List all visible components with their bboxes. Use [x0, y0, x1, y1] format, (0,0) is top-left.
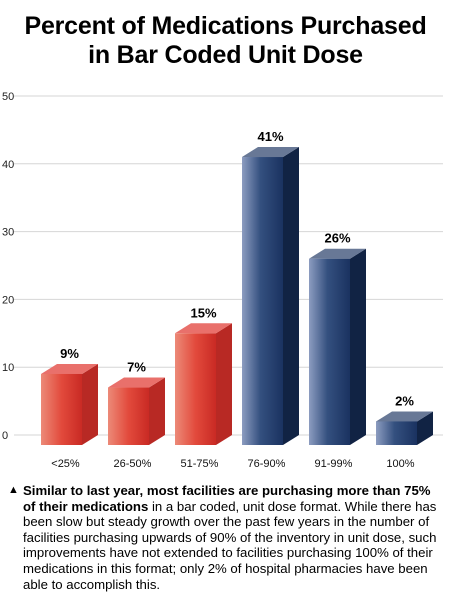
bar-top — [309, 248, 366, 259]
bar — [242, 147, 299, 445]
bar-top — [108, 377, 165, 388]
caption-body-text: in a bar coded, unit dose format. While … — [23, 498, 437, 592]
x-tick-label: 76-90% — [248, 458, 286, 470]
chart-title: Percent of Medications Purchased in Bar … — [0, 12, 451, 70]
bar — [175, 323, 232, 445]
bar-front — [108, 387, 149, 445]
bar-side — [149, 377, 165, 445]
y-tick-label: 40 — [2, 159, 14, 171]
y-axis-ticks: 0 10 20 30 40 50 — [2, 91, 14, 442]
x-tick-label: 26-50% — [114, 458, 152, 470]
bar-front — [175, 333, 216, 445]
bar-side — [216, 323, 232, 445]
bar-side — [82, 363, 98, 445]
bar-top — [41, 363, 98, 374]
bar-front — [242, 157, 283, 445]
bar-front — [376, 421, 417, 445]
value-label: 9% — [60, 346, 79, 361]
bar — [41, 363, 98, 445]
y-tick-label: 10 — [2, 362, 14, 374]
bar-top — [175, 323, 232, 334]
bar-top — [376, 411, 433, 422]
bar-front — [41, 373, 82, 445]
y-tick-label: 50 — [2, 91, 14, 103]
x-tick-label: 100% — [386, 458, 414, 470]
value-label: 2% — [395, 393, 414, 408]
x-tick-label: <25% — [51, 458, 80, 470]
bar — [376, 411, 433, 445]
chart-title-line-2: in Bar Coded Unit Dose — [88, 41, 363, 69]
value-label: 15% — [190, 305, 216, 320]
x-axis-ticks: <25% 26-50% 51-75% 76-90% 91-99% 100% — [51, 458, 415, 470]
y-tick-label: 20 — [2, 294, 14, 306]
value-labels: 9% 7% 15% 41% 26% 2% — [60, 129, 414, 408]
triangle-bullet-icon: ▲ — [8, 484, 19, 496]
y-tick-label: 30 — [2, 227, 14, 239]
x-tick-label: 91-99% — [315, 458, 353, 470]
value-label: 41% — [257, 129, 283, 144]
y-tick-label: 0 — [2, 430, 8, 442]
bar-side — [283, 147, 299, 445]
bar-top — [242, 147, 299, 158]
value-label: 7% — [127, 360, 146, 375]
bar-side — [350, 248, 366, 445]
bar-side — [417, 411, 433, 445]
bar — [309, 248, 366, 445]
x-tick-label: 51-75% — [181, 458, 219, 470]
caption-bold-text: Similar to last year, most facilities ar… — [23, 483, 431, 514]
bar — [108, 377, 165, 445]
bar-chart: 0 10 20 30 40 50 9% 7% 15% 41% 26% 2% <25% 26-50% 51… — [2, 91, 443, 470]
bars — [41, 147, 433, 445]
value-label: 26% — [324, 231, 350, 246]
chart-title-line-1: Percent of Medications Purchased — [24, 12, 427, 40]
chart-caption: ▲ Similar to last year, most facilities … — [8, 483, 444, 592]
bar-front — [309, 258, 350, 445]
